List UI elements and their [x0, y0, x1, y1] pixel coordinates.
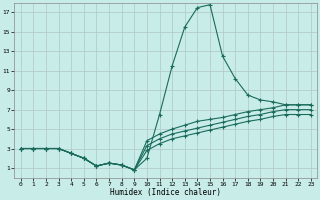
X-axis label: Humidex (Indice chaleur): Humidex (Indice chaleur)	[110, 188, 221, 197]
